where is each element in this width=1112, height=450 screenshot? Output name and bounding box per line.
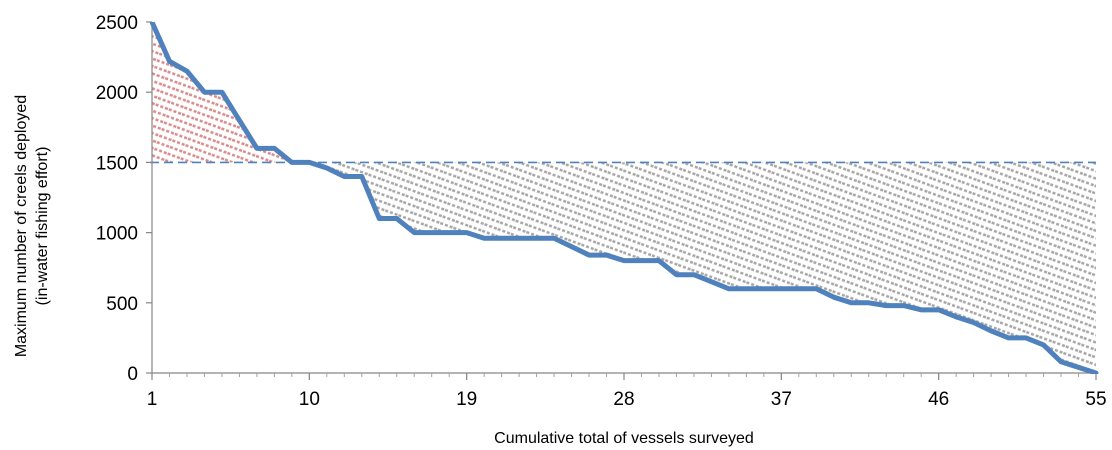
x-tick-label: 46 (928, 389, 949, 410)
y-tick-label: 1000 (96, 224, 138, 245)
y-tick-label: 2000 (96, 83, 138, 104)
y-axis-title-line2: (in-water fishing effort) (34, 147, 51, 306)
x-tick-label: 55 (1085, 389, 1106, 410)
y-tick-label: 500 (106, 294, 138, 315)
region-above-reference (152, 22, 1096, 163)
shaded-regions (152, 22, 1096, 373)
y-tick-label: 1500 (96, 153, 138, 174)
region-below-reference (152, 162, 1096, 373)
x-axis-title: Cumulative total of vessels surveyed (494, 430, 754, 447)
series-line (150, 22, 1099, 374)
x-tick-label: 19 (456, 389, 477, 410)
x-tick-label: 10 (299, 389, 320, 410)
x-axis-ticks: 1 10 19 28 37 46 55 (147, 373, 1107, 410)
y-tick-label: 0 (127, 364, 138, 385)
y-axis-ticks: 0 500 1000 1500 2000 2500 (96, 13, 152, 385)
x-tick-label: 28 (613, 389, 634, 410)
y-axis-title-line1: Maximum number of creels deployed (13, 95, 30, 357)
series-layer (150, 22, 1099, 374)
x-tick-label: 1 (147, 389, 158, 410)
y-tick-label: 2500 (96, 13, 138, 34)
x-tick-label: 37 (771, 389, 792, 410)
